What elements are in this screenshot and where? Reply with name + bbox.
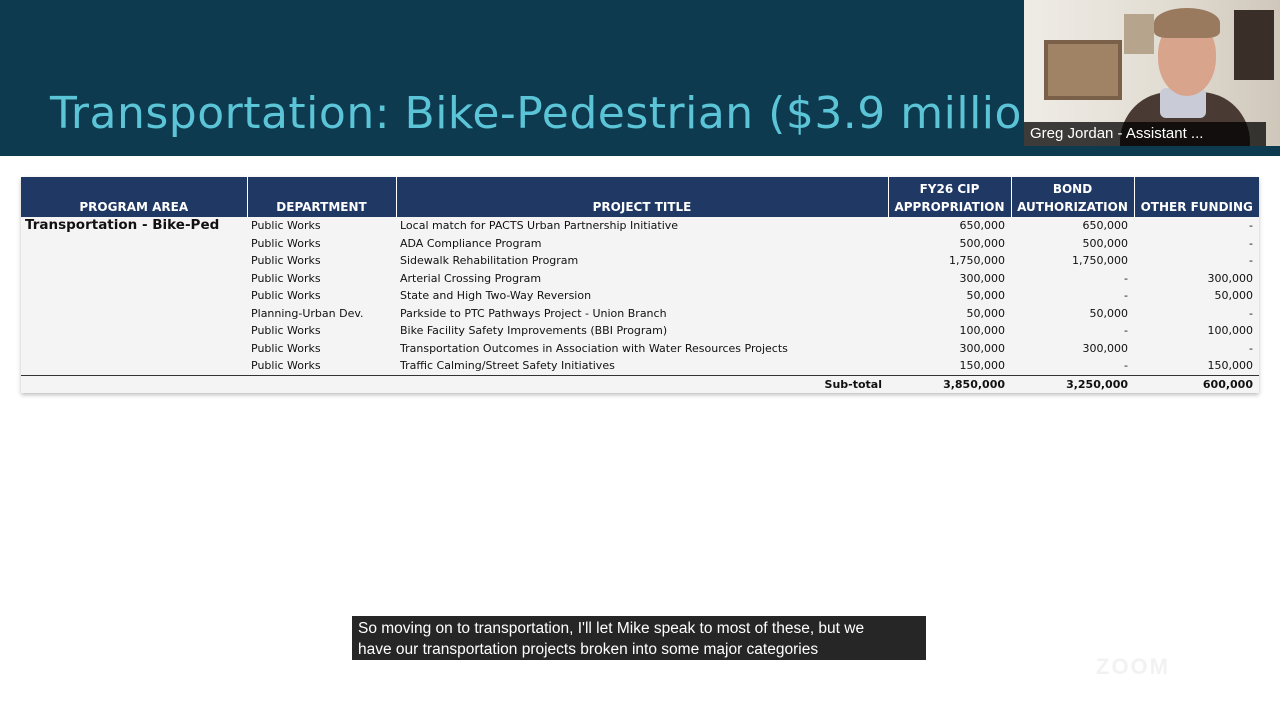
row-bond: 300,000 — [1082, 341, 1129, 355]
row-department: Public Works — [251, 236, 321, 250]
row-fy26: 50,000 — [966, 289, 1006, 302]
row-fy26: 50,000 — [966, 306, 1006, 320]
wall-picture — [1044, 40, 1122, 100]
row-other: 100,000 — [1207, 324, 1254, 337]
live-caption: So moving on to transportation, I'll let… — [352, 616, 926, 660]
header-department: DEPARTMENT — [247, 177, 397, 217]
subtotal-row: Sub-total 3,850,000 3,250,000 600,000 — [21, 374, 1259, 393]
table-row: Public Works Transportation Outcomes in … — [21, 340, 1259, 358]
row-bond: 650,000 — [1082, 219, 1129, 232]
header-program-area: PROGRAM AREA — [21, 177, 248, 217]
row-title: Sidewalk Rehabilitation Program — [400, 254, 579, 267]
row-fy26: 300,000 — [959, 341, 1006, 355]
program-area-value: Transportation - Bike-Ped — [25, 217, 220, 233]
header-other-funding: OTHER FUNDING — [1134, 177, 1259, 217]
cip-table: PROGRAM AREA DEPARTMENT PROJECT TITLE FY… — [21, 177, 1259, 393]
row-title: Local match for PACTS Urban Partnership … — [400, 219, 679, 232]
row-department: Planning-Urban Dev. — [251, 306, 364, 320]
table-row: Public Works ADA Compliance Program 500,… — [21, 235, 1259, 253]
row-department: Public Works — [251, 324, 321, 337]
caption-line-1: So moving on to transportation, I'll let… — [358, 620, 865, 637]
row-title: State and High Two-Way Reversion — [400, 289, 592, 302]
participant-hair — [1154, 8, 1220, 38]
table-row: Public Works Sidewalk Rehabilitation Pro… — [21, 252, 1259, 270]
zoom-watermark: ZOOM — [1096, 654, 1170, 679]
row-other: - — [1249, 306, 1253, 320]
row-bond: 1,750,000 — [1072, 254, 1128, 267]
row-department: Public Works — [251, 341, 321, 355]
row-other: - — [1249, 236, 1253, 250]
row-title: ADA Compliance Program — [400, 236, 542, 250]
row-fy26: 100,000 — [959, 324, 1006, 337]
row-other: 300,000 — [1207, 271, 1254, 285]
row-fy26: 500,000 — [959, 236, 1006, 250]
caption-line-2: have our transportation projects broken … — [358, 641, 819, 658]
row-fy26: 1,750,000 — [949, 254, 1005, 267]
row-other: - — [1249, 219, 1253, 232]
subtotal-bond: 3,250,000 — [1011, 374, 1134, 393]
funding-table: PROGRAM AREA DEPARTMENT PROJECT TITLE FY… — [21, 177, 1259, 393]
participant-name-tag: Greg Jordan - Assistant ... — [1024, 122, 1266, 146]
row-department: Public Works — [251, 219, 321, 232]
row-department: Public Works — [251, 254, 321, 267]
table-row: Public Works State and High Two-Way Reve… — [21, 287, 1259, 305]
row-fy26: 650,000 — [959, 219, 1006, 232]
row-department: Public Works — [251, 289, 321, 302]
row-title: Traffic Calming/Street Safety Initiative… — [400, 359, 615, 372]
header-fy26-line2: APPROPRIATION — [894, 200, 1005, 214]
table-row: Public Works Arterial Crossing Program 3… — [21, 270, 1259, 288]
row-title: Arterial Crossing Program — [400, 271, 542, 285]
table-row: Public Works Traffic Calming/Street Safe… — [21, 357, 1259, 375]
row-bond: 500,000 — [1082, 236, 1129, 250]
row-fy26: 300,000 — [959, 271, 1006, 285]
row-other: 50,000 — [1214, 289, 1254, 302]
wall-picture — [1124, 14, 1154, 54]
table-row: Transportation - Bike-Ped Public Works L… — [21, 217, 1259, 235]
subtotal-other: 600,000 — [1134, 374, 1259, 393]
row-bond: 50,000 — [1089, 306, 1129, 320]
row-other: - — [1249, 254, 1253, 267]
header-project-title: PROJECT TITLE — [396, 177, 889, 217]
header-bond-line2: AUTHORIZATION — [1017, 200, 1128, 214]
row-department: Public Works — [251, 271, 321, 285]
row-bond: - — [1124, 289, 1128, 302]
slide-title: Transportation: Bike-Pedestrian ($3.9 mi… — [50, 88, 1022, 139]
row-fy26: 150,000 — [959, 359, 1006, 372]
subtotal-label: Sub-total — [396, 374, 888, 393]
participant-video[interactable] — [1024, 0, 1280, 146]
row-title: Bike Facility Safety Improvements (BBI P… — [400, 324, 668, 337]
row-title: Transportation Outcomes in Association w… — [400, 341, 788, 355]
row-other: 150,000 — [1207, 359, 1254, 372]
row-department: Public Works — [251, 359, 321, 372]
subtotal-fy26: 3,850,000 — [888, 374, 1011, 393]
row-bond: - — [1124, 359, 1128, 372]
table-row: Public Works Bike Facility Safety Improv… — [21, 322, 1259, 340]
table-row: Planning-Urban Dev. Parkside to PTC Path… — [21, 305, 1259, 323]
row-title: Parkside to PTC Pathways Project - Union… — [400, 306, 667, 320]
row-bond: - — [1124, 271, 1128, 285]
wall-picture — [1234, 10, 1274, 80]
header-bond-line1: BOND — [1052, 182, 1093, 196]
row-bond: - — [1124, 324, 1128, 337]
row-other: - — [1249, 341, 1253, 355]
header-bond-authorization: BOND AUTHORIZATION — [1011, 177, 1135, 217]
header-fy26-appropriation: FY26 CIP APPROPRIATION — [888, 177, 1012, 217]
header-fy26-line1: FY26 CIP — [919, 182, 980, 196]
